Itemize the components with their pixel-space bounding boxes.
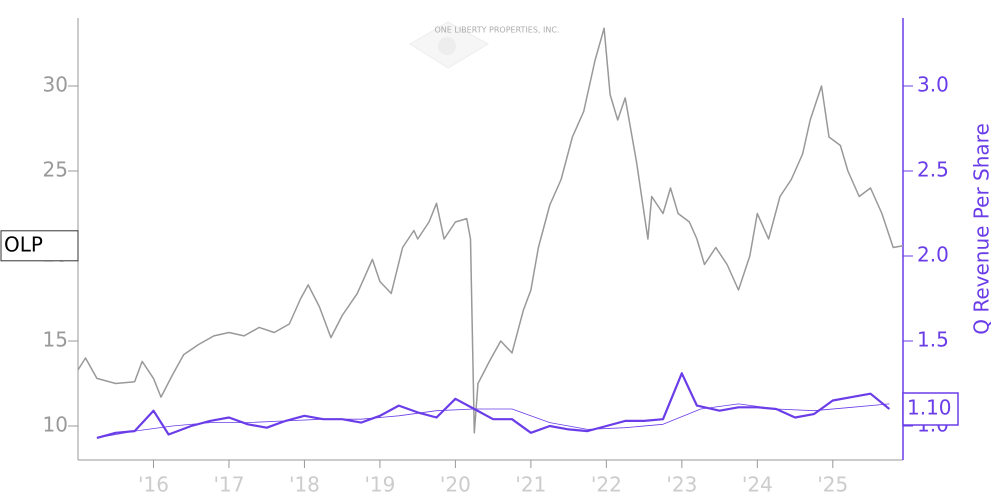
logo: ONE LIBERTY PROPERTIES, INC. bbox=[409, 21, 560, 69]
y2-tick-label: 3.0 bbox=[917, 73, 949, 97]
value-label-box bbox=[902, 392, 959, 426]
x-tick-label: '22 bbox=[591, 473, 622, 497]
series-name: OLP bbox=[4, 232, 43, 256]
x-tick-label: '23 bbox=[666, 473, 697, 497]
y-tick-label: 25 bbox=[43, 158, 68, 182]
series-line bbox=[77, 27, 904, 434]
logo-text: ONE LIBERTY PROPERTIES, INC. bbox=[434, 26, 559, 35]
y-tick-label: 10 bbox=[43, 413, 68, 437]
x-tick-label: '19 bbox=[364, 473, 395, 497]
x-tick-label: '21 bbox=[515, 473, 546, 497]
logo-shape bbox=[438, 37, 456, 55]
y-tick-label: 15 bbox=[43, 328, 68, 352]
y-tick-label: 30 bbox=[43, 73, 68, 97]
y2-tick-label: 2.5 bbox=[917, 158, 949, 182]
x-tick-label: '25 bbox=[817, 473, 848, 497]
series-line bbox=[96, 372, 891, 439]
x-tick-label: '18 bbox=[289, 473, 320, 497]
series-name-box bbox=[0, 230, 79, 262]
x-tick-label: '20 bbox=[440, 473, 471, 497]
y2-tick-label: 2.0 bbox=[917, 243, 949, 267]
x-tick-label: '17 bbox=[213, 473, 244, 497]
x-tick-label: '24 bbox=[742, 473, 773, 497]
x-tick-label: '16 bbox=[138, 473, 169, 497]
y2-tick-label: 1.5 bbox=[917, 328, 949, 352]
y2-axis-label: Q Revenue Per Share bbox=[970, 123, 994, 335]
value-label: 1.10 bbox=[907, 396, 952, 420]
